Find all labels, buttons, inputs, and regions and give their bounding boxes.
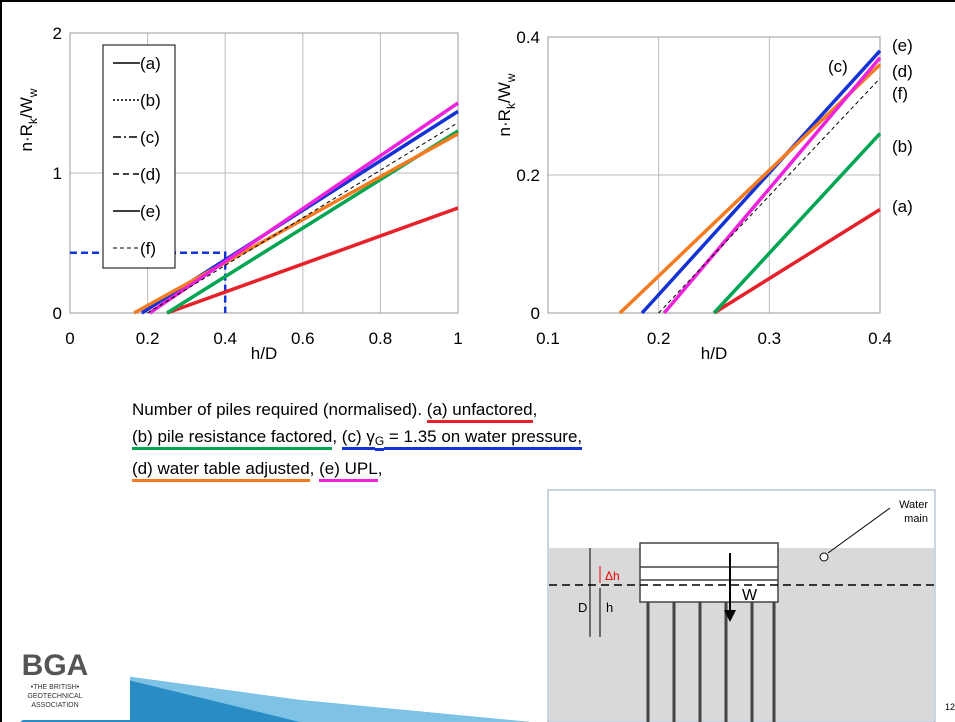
logo-acronym: BGA bbox=[22, 649, 89, 682]
y-axis-label-part: n·R bbox=[495, 109, 514, 136]
caption-line: (d) water table adjusted, (e) UPL, bbox=[132, 455, 582, 482]
pipe bbox=[819, 552, 829, 562]
legend-label: (a) bbox=[140, 54, 161, 73]
x-tick-label: 0.2 bbox=[647, 329, 671, 348]
water-main-label: Water bbox=[899, 499, 928, 511]
caption-text: (a) unfactored bbox=[426, 400, 533, 423]
y-axis-label-part: /W bbox=[495, 82, 514, 103]
y-axis-label: n·Rk/Ww bbox=[17, 88, 40, 151]
series-line bbox=[166, 206, 459, 315]
depth-label: D bbox=[578, 600, 587, 615]
piles bbox=[646, 602, 776, 722]
logo-line: GEOTECHNICAL bbox=[27, 693, 82, 700]
ribbon-light bbox=[95, 672, 530, 722]
guide-line bbox=[70, 251, 227, 313]
caption-line: Number of piles required (normalised). (… bbox=[132, 396, 582, 423]
series-line bbox=[148, 101, 459, 315]
end-label: (f) bbox=[892, 84, 908, 103]
caption-text: , bbox=[332, 427, 342, 446]
raft bbox=[639, 542, 779, 603]
water-main-label: main bbox=[904, 513, 928, 525]
y-tick-label: 0.2 bbox=[516, 166, 540, 185]
caption-text: , bbox=[532, 400, 538, 419]
series-line bbox=[133, 132, 459, 315]
y-tick-label: 0 bbox=[531, 304, 540, 323]
caption-text: (b) pile resistance factored bbox=[132, 427, 333, 450]
y-tick-label: 0.4 bbox=[516, 28, 540, 47]
arrow-head bbox=[724, 610, 736, 622]
end-label: (a) bbox=[892, 197, 913, 216]
y-tick-label: 1 bbox=[53, 164, 62, 183]
legend-label: (b) bbox=[140, 91, 161, 110]
page-number: 12 bbox=[945, 702, 955, 712]
x-tick-label: 0.4 bbox=[213, 329, 237, 348]
end-label: (e) bbox=[892, 36, 913, 55]
legend-label: (f) bbox=[140, 239, 156, 258]
caption-text: , bbox=[377, 459, 383, 478]
caption-text: (c) γ bbox=[341, 427, 375, 450]
y-axis-label-part: /W bbox=[17, 97, 36, 118]
series-line bbox=[662, 56, 882, 315]
logo-line: ASSOCIATION bbox=[31, 702, 78, 709]
diagram: W D h Δh Water main bbox=[547, 489, 936, 722]
chart: 0.1 0.2 0.3 0.4 0 0.2 0.4 h/D n·Rk/Ww (a) (b) (c) (d… bbox=[495, 28, 913, 363]
series-line bbox=[640, 49, 882, 315]
head-label: h bbox=[606, 600, 613, 615]
x-axis-label: h/D bbox=[251, 344, 277, 363]
caption-text: (e) UPL bbox=[319, 459, 378, 482]
x-tick-label: 0.3 bbox=[758, 329, 782, 348]
y-axis-label-part: w bbox=[26, 88, 40, 98]
y-tick-label: 0 bbox=[53, 304, 62, 323]
logo-box bbox=[10, 640, 130, 720]
legend-label: (d) bbox=[140, 165, 161, 184]
caption-line: (b) pile resistance factored, (c) γG = 1… bbox=[132, 423, 583, 455]
logo-line: •THE BRITISH• bbox=[31, 684, 80, 691]
y-axis-label: n·Rk/Ww bbox=[495, 73, 518, 136]
y-axis-label-part: w bbox=[504, 73, 518, 83]
y-axis-label-part: k bbox=[26, 117, 40, 124]
series-line bbox=[618, 63, 882, 315]
y-tick-label: 2 bbox=[53, 24, 62, 43]
legend-box bbox=[102, 44, 176, 269]
caption-text: , bbox=[309, 459, 320, 478]
y-axis-label-part: n·R bbox=[17, 124, 36, 151]
weight-label: W bbox=[742, 587, 758, 604]
end-label: (b) bbox=[892, 137, 913, 156]
legend-label: (c) bbox=[140, 128, 160, 147]
x-tick-label: 0 bbox=[65, 329, 74, 348]
x-tick-label: 0.8 bbox=[369, 329, 393, 348]
x-tick-label: 0.2 bbox=[136, 329, 160, 348]
caption-text: Number of piles required (normalised). bbox=[132, 400, 427, 419]
x-axis-label: h/D bbox=[701, 344, 727, 363]
end-label: (d) bbox=[892, 62, 913, 81]
series-line bbox=[712, 132, 882, 315]
delta-label: Δh bbox=[605, 569, 620, 583]
caption-text: = 1.35 on water pressure, bbox=[384, 427, 583, 450]
end-label: (c) bbox=[828, 57, 848, 76]
caption: Number of piles required (normalised). (… bbox=[132, 396, 583, 482]
plot-frame bbox=[69, 32, 459, 314]
chart: 0 0.2 0.4 0.6 0.8 1 0 1 2 h/D n·Rk/Ww (a) (b) (c) (d) (… bbox=[17, 24, 463, 363]
legend-label: (e) bbox=[140, 202, 161, 221]
leader bbox=[827, 507, 891, 554]
logo: BGA •THE BRITISH• GEOTECHNICAL ASSOCIATI… bbox=[10, 640, 130, 720]
caption-text: G bbox=[374, 434, 385, 451]
x-tick-label: 0.6 bbox=[291, 329, 315, 348]
caption-text: (d) water table adjusted bbox=[132, 459, 310, 482]
series-line bbox=[147, 122, 459, 314]
series-line bbox=[658, 78, 881, 314]
y-axis-label-part: k bbox=[504, 102, 518, 109]
x-tick-label: 0.4 bbox=[868, 329, 892, 348]
x-tick-label: 0.1 bbox=[536, 329, 560, 348]
x-tick-label: 1 bbox=[453, 329, 462, 348]
series-line bbox=[713, 208, 881, 315]
